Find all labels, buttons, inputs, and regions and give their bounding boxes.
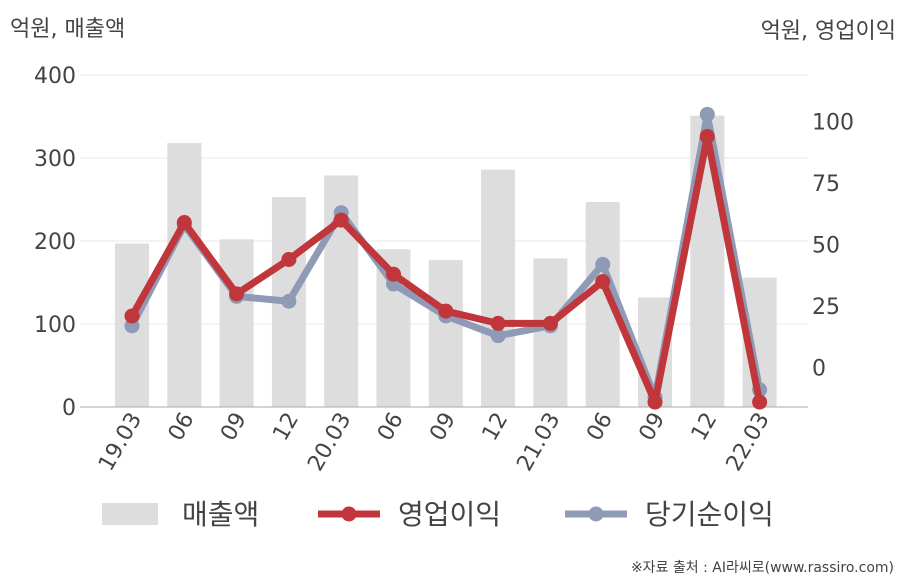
legend-label: 영업이익 — [398, 498, 501, 531]
data-point — [281, 251, 297, 267]
right-tick-label: 75 — [812, 172, 840, 197]
data-point — [752, 394, 768, 410]
legend-swatch — [102, 503, 158, 525]
right-tick-label: 25 — [812, 295, 840, 320]
legend: 매출액 영업이익 당기순이익 — [102, 498, 774, 531]
legend-label: 매출액 — [182, 498, 259, 531]
source-note: ※자료 출처 : AI라씨로(www.rassiro.com) — [631, 560, 894, 576]
bar — [481, 169, 516, 407]
left-axis-label: 억원, 매출액 — [10, 17, 125, 42]
left-axis-ticks: 0 100 200 300 400 — [34, 64, 76, 421]
data-point — [595, 256, 611, 272]
data-point — [595, 274, 611, 290]
right-tick-label: 50 — [812, 234, 840, 259]
x-tick-label: 06 — [582, 409, 618, 446]
legend-item: 당기순이익 — [565, 498, 774, 531]
left-tick-label: 400 — [34, 64, 76, 89]
data-point — [699, 106, 715, 122]
data-point — [542, 315, 558, 331]
x-tick-label: 12 — [478, 408, 514, 445]
data-point — [438, 303, 454, 319]
x-tick-label: 12 — [268, 409, 304, 446]
data-point — [333, 212, 349, 228]
x-tick-label: 12 — [687, 409, 723, 446]
legend-marker — [341, 506, 357, 522]
data-point — [124, 308, 140, 324]
x-tick-label: 19.03 — [94, 409, 147, 476]
legend-item: 매출액 — [102, 498, 259, 531]
legend-item: 영업이익 — [318, 498, 501, 531]
data-point — [229, 286, 245, 302]
x-tick-label: 21.03 — [512, 409, 565, 476]
data-point — [647, 394, 663, 410]
x-tick-label: 09 — [635, 409, 671, 446]
data-point — [281, 293, 297, 309]
data-point — [176, 215, 192, 231]
x-tick-label: 09 — [216, 409, 252, 446]
left-tick-label: 300 — [34, 147, 76, 172]
x-tick-label: 22.03 — [722, 409, 775, 476]
legend-label: 당기순이익 — [645, 498, 774, 531]
left-tick-label: 0 — [62, 396, 76, 421]
bar — [428, 260, 463, 407]
data-point — [386, 266, 401, 282]
right-axis-ticks: 0 25 50 75 100 — [812, 111, 854, 382]
right-axis-label: 억원, 영업이익 — [761, 19, 896, 44]
bar — [219, 239, 254, 407]
x-axis-ticks: 19.03 06 09 12 20.03 06 09 12 21.03 06 09 12 22.03 — [94, 408, 775, 475]
right-tick-label: 100 — [812, 111, 854, 136]
x-tick-label: 20.03 — [303, 409, 356, 476]
legend-marker — [588, 506, 604, 522]
series-영업이익 — [124, 128, 768, 410]
x-tick-label: 06 — [164, 409, 200, 446]
bar — [167, 143, 202, 407]
data-point — [699, 128, 715, 144]
left-tick-label: 100 — [34, 313, 76, 338]
data-point — [490, 328, 506, 344]
right-tick-label: 0 — [812, 357, 826, 382]
data-point — [490, 315, 506, 331]
x-tick-label: 09 — [425, 409, 461, 446]
left-tick-label: 200 — [34, 230, 76, 255]
line-series — [124, 106, 768, 410]
x-tick-label: 06 — [373, 409, 409, 446]
